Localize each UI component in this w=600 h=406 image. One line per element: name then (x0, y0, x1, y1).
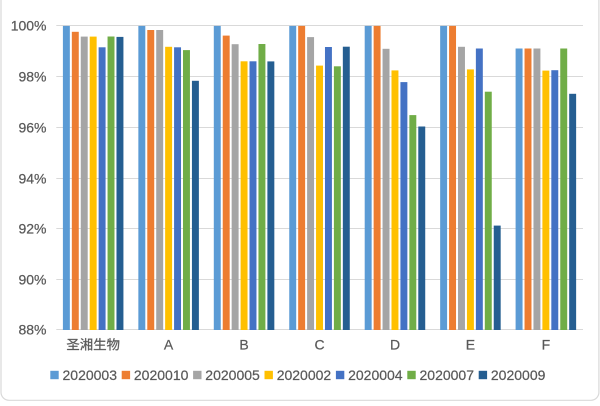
svg-text:2020010: 2020010 (134, 367, 189, 383)
svg-text:2020007: 2020007 (420, 367, 475, 383)
svg-text:A: A (164, 337, 174, 353)
svg-text:92%: 92% (18, 220, 46, 236)
svg-text:94%: 94% (18, 170, 46, 186)
svg-text:88%: 88% (18, 321, 46, 337)
svg-text:2020005: 2020005 (205, 367, 260, 383)
svg-text:D: D (390, 337, 400, 353)
svg-text:96%: 96% (18, 119, 46, 135)
svg-text:90%: 90% (18, 271, 46, 287)
svg-text:2020003: 2020003 (63, 367, 118, 383)
svg-text:F: F (542, 337, 551, 353)
svg-text:E: E (466, 337, 475, 353)
svg-text:B: B (239, 337, 248, 353)
svg-text:2020002: 2020002 (277, 367, 332, 383)
svg-text:C: C (314, 337, 324, 353)
svg-text:98%: 98% (18, 68, 46, 84)
svg-text:2020009: 2020009 (491, 367, 546, 383)
svg-text:100%: 100% (11, 17, 47, 33)
svg-text:2020004: 2020004 (348, 367, 403, 383)
